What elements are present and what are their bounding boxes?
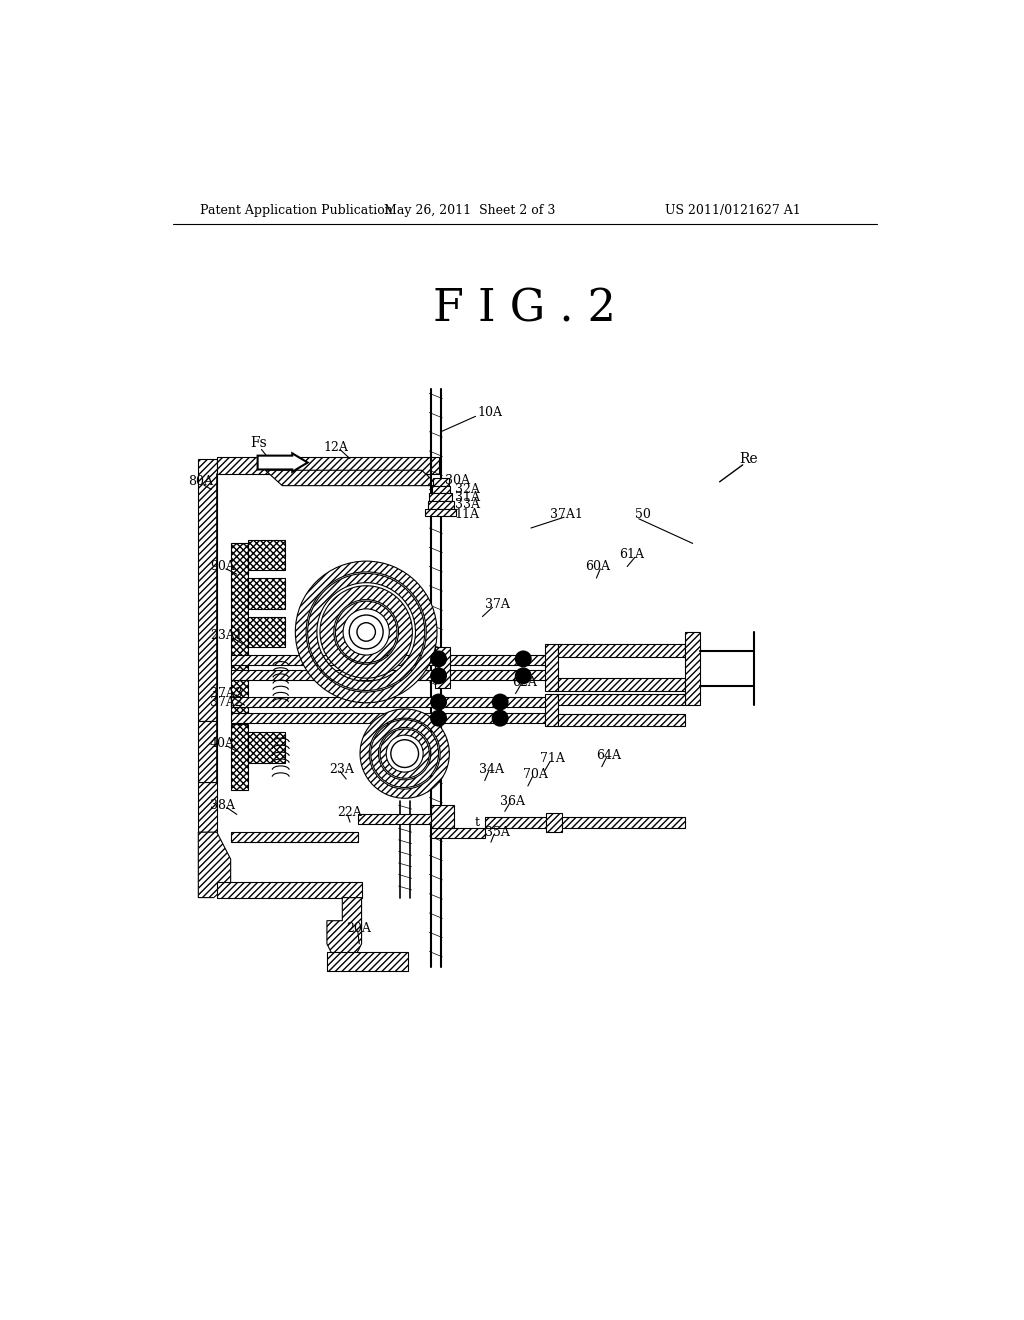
Polygon shape	[265, 470, 438, 486]
Wedge shape	[319, 586, 413, 678]
Circle shape	[515, 651, 531, 668]
Text: 40A: 40A	[210, 737, 234, 750]
Polygon shape	[558, 678, 685, 692]
Text: 23A1: 23A1	[210, 630, 243, 643]
Text: 61A: 61A	[620, 548, 644, 561]
Wedge shape	[371, 719, 438, 788]
Circle shape	[515, 668, 531, 684]
Polygon shape	[248, 616, 285, 647]
Polygon shape	[230, 544, 248, 713]
Text: Re: Re	[739, 451, 758, 466]
Polygon shape	[431, 829, 484, 838]
Polygon shape	[558, 644, 685, 657]
Polygon shape	[327, 952, 408, 970]
Polygon shape	[248, 733, 285, 763]
Wedge shape	[307, 573, 425, 690]
Polygon shape	[230, 725, 248, 789]
Text: Fs: Fs	[250, 437, 266, 450]
Polygon shape	[429, 494, 453, 502]
Polygon shape	[217, 457, 438, 474]
Text: 10A: 10A	[477, 407, 502, 418]
Circle shape	[492, 710, 509, 726]
Polygon shape	[248, 540, 285, 570]
FancyArrow shape	[258, 453, 307, 471]
Polygon shape	[685, 632, 700, 705]
Text: 22A: 22A	[337, 807, 361, 820]
Polygon shape	[425, 508, 457, 516]
Text: 32A: 32A	[456, 483, 480, 496]
Polygon shape	[199, 459, 217, 721]
Wedge shape	[360, 709, 450, 799]
Polygon shape	[484, 817, 547, 829]
Text: 34A: 34A	[479, 763, 505, 776]
Text: Patent Application Publication: Patent Application Publication	[200, 205, 392, 218]
Text: 37A2: 37A2	[210, 696, 243, 709]
Polygon shape	[217, 882, 361, 898]
Polygon shape	[230, 832, 357, 842]
Text: 36A: 36A	[500, 795, 525, 808]
Polygon shape	[248, 578, 285, 609]
Circle shape	[430, 693, 447, 710]
Wedge shape	[295, 561, 437, 702]
Text: 80A: 80A	[188, 475, 213, 488]
Text: 12A: 12A	[323, 441, 348, 454]
Polygon shape	[432, 486, 451, 494]
Text: 38A: 38A	[210, 799, 234, 812]
Circle shape	[430, 651, 447, 668]
Polygon shape	[230, 697, 547, 708]
Wedge shape	[380, 729, 429, 779]
Text: 70A: 70A	[523, 768, 548, 781]
Polygon shape	[327, 898, 361, 960]
Text: 71A: 71A	[541, 752, 565, 766]
Text: 90A: 90A	[210, 560, 234, 573]
Text: 37A1: 37A1	[550, 508, 583, 520]
Polygon shape	[433, 478, 449, 486]
Circle shape	[430, 710, 447, 726]
Circle shape	[357, 623, 376, 642]
Polygon shape	[357, 814, 431, 825]
Text: 60A: 60A	[585, 560, 610, 573]
Text: 62A: 62A	[512, 676, 537, 689]
Polygon shape	[199, 721, 217, 781]
Text: 23A: 23A	[330, 763, 354, 776]
Polygon shape	[562, 817, 685, 829]
Polygon shape	[230, 713, 547, 723]
Text: May 26, 2011  Sheet 2 of 3: May 26, 2011 Sheet 2 of 3	[384, 205, 555, 218]
Polygon shape	[199, 781, 217, 832]
Circle shape	[492, 693, 509, 710]
Polygon shape	[558, 714, 685, 726]
Polygon shape	[435, 647, 451, 688]
Text: 30A: 30A	[444, 474, 470, 487]
Polygon shape	[558, 693, 685, 705]
Polygon shape	[230, 655, 547, 665]
Polygon shape	[199, 832, 230, 898]
Polygon shape	[545, 644, 558, 692]
Text: 37A: 37A	[484, 598, 510, 611]
Text: 11A: 11A	[454, 508, 479, 520]
Circle shape	[391, 739, 419, 767]
Polygon shape	[545, 693, 558, 726]
Polygon shape	[230, 671, 547, 681]
Text: 37A3: 37A3	[210, 686, 243, 700]
Text: 31A: 31A	[456, 491, 480, 504]
Text: 50: 50	[635, 508, 651, 520]
Polygon shape	[547, 813, 562, 832]
Polygon shape	[428, 502, 454, 508]
Polygon shape	[431, 805, 454, 829]
Wedge shape	[336, 601, 397, 663]
Text: US 2011/0121627 A1: US 2011/0121627 A1	[665, 205, 801, 218]
Circle shape	[349, 615, 383, 649]
Circle shape	[430, 668, 447, 684]
Text: 64A: 64A	[596, 748, 622, 762]
Text: t: t	[475, 816, 480, 829]
Text: F I G . 2: F I G . 2	[433, 286, 616, 330]
Text: 33A: 33A	[456, 499, 480, 511]
Text: 20A: 20A	[346, 921, 371, 935]
Text: 35A: 35A	[484, 825, 510, 838]
